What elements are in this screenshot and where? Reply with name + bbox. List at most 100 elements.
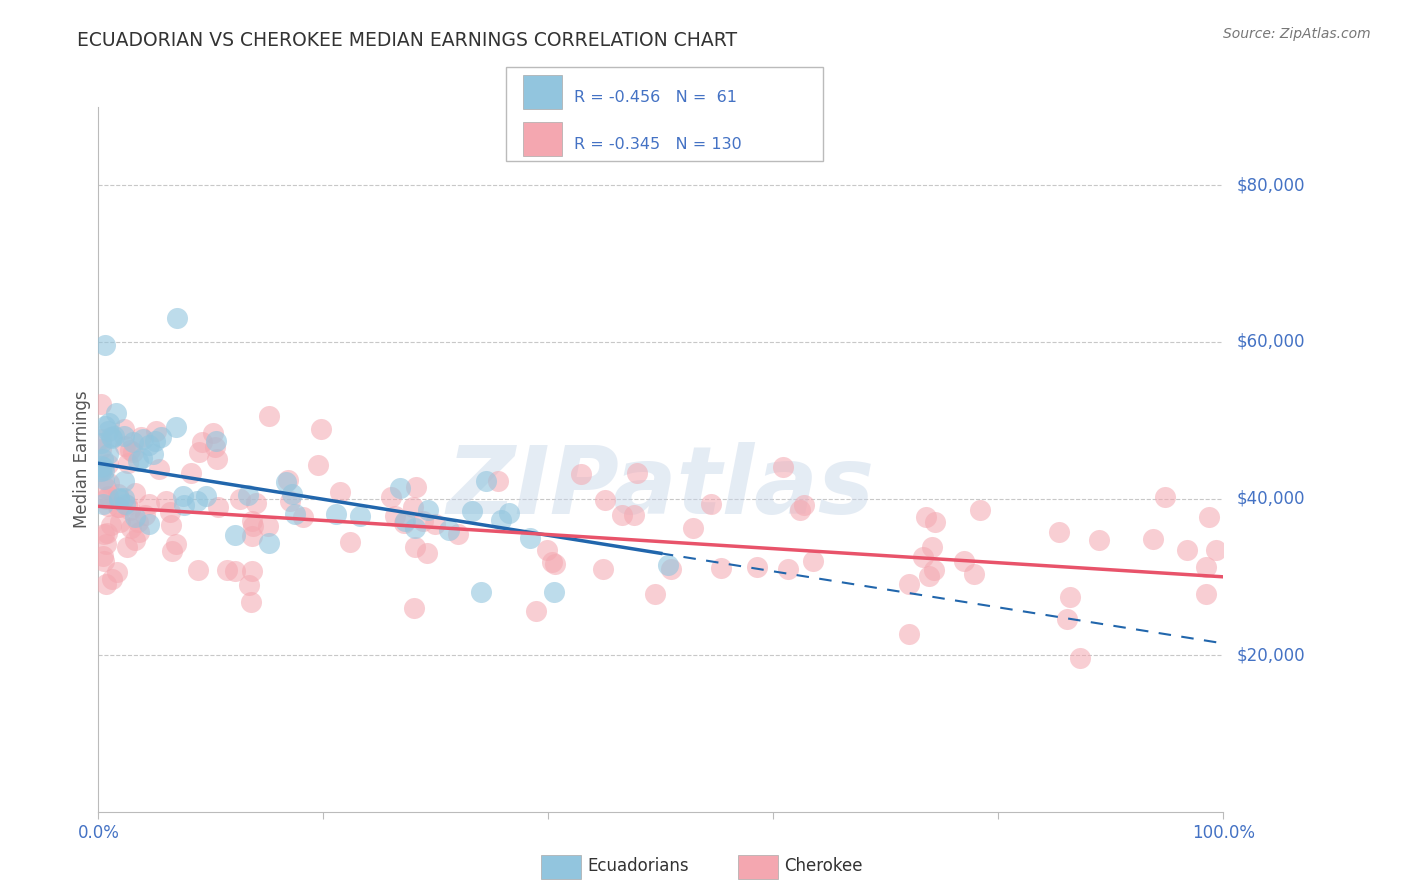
Y-axis label: Median Earnings: Median Earnings [73, 391, 91, 528]
Point [240, 514, 263, 528]
Point [91, 452, 114, 467]
Point [187, 445, 209, 459]
Text: Cherokee: Cherokee [785, 857, 863, 875]
Point [569, 467, 592, 481]
Point [245, 495, 267, 509]
Point [284, 507, 307, 521]
Point [405, 480, 427, 494]
Point [659, 562, 682, 576]
Point [224, 528, 246, 542]
Point [519, 531, 541, 545]
Point [461, 504, 484, 518]
Point [416, 503, 439, 517]
Point [325, 508, 347, 522]
Point [543, 585, 565, 599]
Point [498, 506, 520, 520]
Point [540, 555, 562, 569]
Text: R = -0.456   N =  61: R = -0.456 N = 61 [574, 90, 737, 105]
Point [166, 311, 188, 326]
Point [187, 563, 209, 577]
Point [112, 421, 135, 435]
Point [124, 509, 146, 524]
Point [159, 505, 181, 519]
Point [489, 513, 512, 527]
Point [593, 493, 616, 508]
Point [329, 484, 352, 499]
Point [969, 502, 991, 516]
Point [384, 508, 406, 523]
Point [1195, 587, 1218, 601]
Point [423, 517, 446, 532]
Point [120, 442, 142, 457]
Point [1047, 524, 1070, 539]
Point [924, 515, 946, 529]
Point [402, 500, 425, 515]
Point [97, 489, 120, 503]
Point [142, 447, 165, 461]
Point [117, 456, 139, 470]
Point [309, 422, 332, 436]
Point [623, 508, 645, 522]
Point [402, 600, 425, 615]
Point [186, 494, 208, 508]
Point [962, 567, 984, 582]
Point [101, 572, 124, 586]
Point [93, 338, 115, 352]
Point [97, 424, 120, 438]
Point [592, 561, 614, 575]
Point [917, 569, 939, 583]
Point [470, 585, 492, 599]
Point [90, 458, 112, 473]
Point [240, 529, 263, 543]
Point [524, 604, 547, 618]
Point [114, 439, 136, 453]
Point [115, 498, 138, 512]
Point [97, 447, 120, 461]
Text: Ecuadorians: Ecuadorians [588, 857, 689, 875]
Point [274, 475, 297, 490]
Point [90, 464, 112, 478]
Point [897, 576, 920, 591]
Point [159, 518, 181, 533]
Point [239, 595, 262, 609]
Point [172, 489, 194, 503]
Point [745, 559, 768, 574]
Point [91, 549, 114, 564]
Point [94, 492, 117, 507]
Point [922, 563, 945, 577]
Point [202, 425, 225, 440]
Point [93, 554, 115, 568]
Point [180, 466, 202, 480]
Text: R = -0.345   N = 130: R = -0.345 N = 130 [574, 136, 741, 152]
Point [138, 438, 160, 452]
Point [292, 509, 315, 524]
Point [100, 430, 122, 444]
Point [257, 536, 280, 550]
Text: $40,000: $40,000 [1237, 490, 1305, 508]
Point [242, 519, 264, 533]
Text: $80,000: $80,000 [1237, 177, 1305, 194]
Point [134, 508, 156, 522]
Point [953, 554, 976, 568]
Point [911, 550, 934, 565]
Point [160, 544, 183, 558]
Point [682, 521, 704, 535]
Text: ECUADORIAN VS CHEROKEE MEDIAN EARNINGS CORRELATION CHART: ECUADORIAN VS CHEROKEE MEDIAN EARNINGS C… [77, 31, 738, 50]
Point [132, 432, 155, 446]
Point [486, 475, 509, 489]
Point [1175, 543, 1198, 558]
Point [173, 498, 195, 512]
Point [389, 481, 412, 495]
Point [610, 508, 633, 523]
Point [149, 429, 172, 443]
Point [1142, 533, 1164, 547]
Point [204, 440, 226, 454]
Text: Source: ZipAtlas.com: Source: ZipAtlas.com [1223, 27, 1371, 41]
Point [131, 451, 153, 466]
Point [100, 518, 122, 533]
Point [118, 503, 141, 517]
Point [772, 459, 794, 474]
Point [224, 564, 246, 578]
Point [138, 497, 160, 511]
Point [155, 493, 177, 508]
